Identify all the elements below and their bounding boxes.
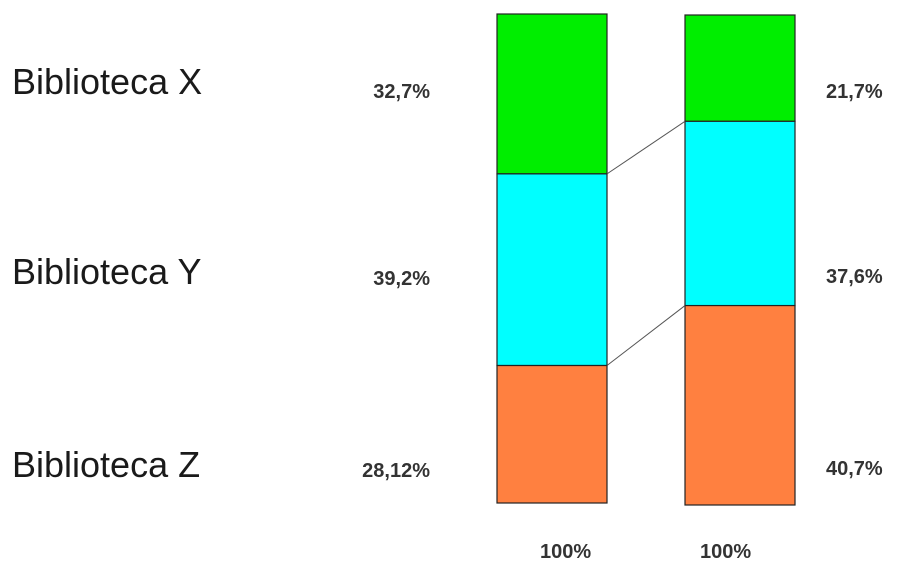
bar-segment-column-2-z [684,304,796,506]
bar-segment-column-2-x [684,14,796,122]
bar-segment-column-1-z [496,364,608,504]
column-2-value-label-y: 37,6% [826,266,883,288]
bar-segment-column-1-x [496,13,608,175]
category-label-z: Biblioteca Z [12,444,201,485]
column-1-value-label-y: 39,2% [373,268,430,290]
column-2-value-label-z: 40,7% [826,458,883,480]
connector-line-1 [606,120,686,175]
column-1-total-label: 100% [540,541,592,563]
bar-segment-column-1-y [496,173,608,367]
column-2-total-label: 100% [700,541,752,563]
column-2-value-label-x: 21,7% [826,81,883,103]
category-label-y: Biblioteca Y [12,251,202,292]
column-1-value-label-z: 28,12% [362,460,430,482]
category-label-x: Biblioteca X [12,61,203,102]
connector-line-2 [606,305,686,366]
column-1-value-label-x: 32,7% [373,81,430,103]
bar-segment-column-2-y [684,120,796,307]
